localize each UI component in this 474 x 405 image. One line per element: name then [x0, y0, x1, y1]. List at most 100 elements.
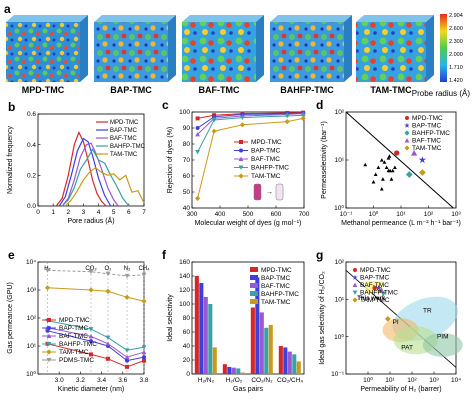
data-point-literature [392, 165, 397, 170]
x-axis-label: Gas pairs [233, 386, 263, 393]
x-tick-label: 3.8 [139, 377, 148, 384]
y-tick-label: 70 [183, 157, 191, 164]
legend-swatch [250, 267, 258, 272]
data-point [284, 114, 290, 119]
x-tick-label: 3.0 [55, 377, 64, 384]
cube-mpd [6, 15, 88, 82]
panel-c-letter: c [162, 98, 169, 112]
data-point-literature [382, 160, 387, 164]
panel-e: e 3.0 3.2 3.4 3.6 3.8 10⁰ 10¹ 10² 10³ 10⁴ Kinetic d… [7, 248, 150, 393]
legend-marker [353, 268, 357, 272]
colorbar-tick-3: 2.000 [449, 52, 463, 58]
legend-label: BAP-TMC [412, 123, 442, 130]
panel-f-letter: f [162, 248, 167, 262]
legend-label: BAHFP-TMC [412, 130, 450, 137]
cube-label-3: BAHFP-TMC [280, 85, 334, 95]
x-tick-label: 2 [66, 209, 70, 216]
vial-arrow: → [266, 189, 273, 196]
bar-tam-tmc [240, 372, 245, 374]
data-point [105, 288, 111, 294]
region-label: PIM [437, 333, 449, 340]
data-point [195, 195, 201, 201]
legend-marker [405, 116, 409, 120]
data-point-bahfp-tmc [380, 291, 387, 297]
data-point [211, 128, 217, 134]
y-tick-label: 10¹ [27, 343, 37, 350]
x-tick-label: 0 [36, 209, 40, 216]
bar-baf-tmc [203, 297, 208, 374]
gas-label: CO₂ [85, 266, 97, 272]
data-point [284, 119, 290, 125]
x-tick-label: 600 [271, 211, 282, 218]
colorbar-tick-2: 2.300 [449, 39, 463, 45]
data-point [195, 132, 200, 137]
data-point [142, 358, 146, 363]
legend-label: MPD-TMC [251, 139, 282, 146]
y-tick-label: 10⁻¹ [331, 371, 345, 378]
y-tick-label: 0.0 [27, 203, 36, 210]
data-point-literature [379, 158, 384, 162]
data-point-mpd-tmc [394, 150, 400, 156]
legend-marker [239, 140, 243, 144]
legend-label: MPD-TMC [59, 317, 90, 324]
data-point [124, 348, 130, 353]
category-label: CO₂/N₂ [251, 377, 273, 384]
data-point [124, 294, 130, 300]
x-tick-label: 7 [142, 209, 146, 216]
data-point [141, 272, 147, 278]
bar-tam-tmc [212, 347, 217, 374]
legend-label: BAF-TMC [360, 282, 389, 289]
data-point [240, 115, 245, 120]
category-label: H₂/O₂ [226, 377, 243, 384]
data-point [89, 352, 93, 357]
data-point [300, 115, 306, 121]
data-point-baf-tmc [411, 149, 418, 156]
legend-marker [352, 290, 358, 295]
y-axis-label: Normalized frequency [7, 125, 14, 194]
series-line-baf-tmc [61, 142, 119, 207]
data-point [195, 116, 200, 121]
legend-marker [404, 122, 410, 128]
x-tick-label: 10⁰ [363, 376, 373, 384]
y-tick-label: 60 [183, 173, 191, 180]
plot-frame [191, 111, 305, 209]
bar-bahfp-tmc [292, 354, 297, 374]
panel-f: f 0 20 40 60 80 100 120 140 160 Gas pairs Ideal sel… [162, 248, 305, 393]
region-label: TR [423, 307, 432, 314]
category-label: H₂/N₂ [198, 377, 215, 384]
panel-c: c 300 400 500 600 700 40 50 60 70 80 90 100 Molecular… [162, 98, 310, 227]
cube-baf [182, 15, 264, 82]
bar-bap-tmc [283, 347, 288, 374]
data-point [142, 355, 146, 360]
colorbar-tick-0: 2.904 [449, 13, 463, 19]
legend-label: TAM-TMC [59, 349, 89, 356]
data-point-literature [390, 168, 395, 173]
legend-marker [352, 274, 358, 280]
legend-marker [239, 148, 243, 153]
panel-b-letter: b [8, 100, 15, 114]
legend-marker [46, 333, 52, 338]
y-tick-label: 100 [179, 109, 190, 116]
data-point-literature [373, 172, 378, 177]
x-tick-label: 700 [299, 211, 310, 218]
colorbar-tick-1: 2.600 [449, 26, 463, 32]
data-point [105, 335, 111, 340]
x-tick-label: 5 [112, 209, 116, 216]
bar-bahfp-tmc [264, 327, 269, 374]
y-tick-label: 10¹ [335, 297, 345, 304]
panel-a: a MPD-TMC BAP-TMC BAF- [4, 2, 470, 98]
bar-bap-tmc [255, 277, 260, 374]
data-point [125, 364, 130, 369]
legend-marker [238, 165, 244, 170]
y-axis-label: Ideal selectivity [167, 294, 174, 342]
legend-label: MPD-TMC [261, 267, 292, 274]
this-work-label: This work [357, 296, 386, 302]
region-label: PAT [401, 345, 413, 352]
x-axis-label: Permeability of H₂ (barrer) [360, 386, 441, 393]
x-tick-label: 10² [424, 211, 434, 218]
y-tick-label: 100 [179, 301, 190, 308]
colorbar-label: Probe radius (Å) [412, 89, 471, 98]
legend-swatch [250, 291, 258, 296]
